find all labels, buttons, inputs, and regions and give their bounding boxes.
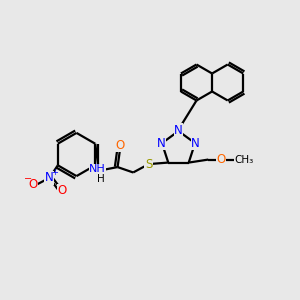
Text: N: N [157,136,166,150]
Text: O: O [28,178,37,191]
Text: N: N [174,124,183,137]
Text: S: S [145,158,152,171]
Text: O: O [57,184,67,197]
Text: N: N [45,171,54,184]
Text: CH₃: CH₃ [234,154,254,165]
Text: +: + [51,168,58,177]
Text: NH: NH [89,164,106,174]
Text: N: N [191,136,200,150]
Text: −: − [24,174,32,184]
Text: O: O [115,139,124,152]
Text: H: H [97,174,104,184]
Text: O: O [216,153,226,166]
